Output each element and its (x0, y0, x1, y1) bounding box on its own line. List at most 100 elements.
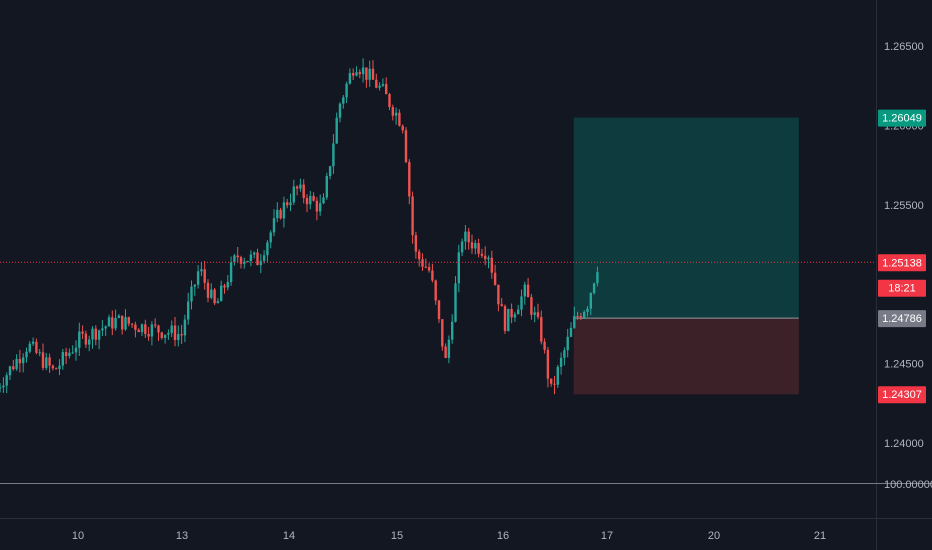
candle-body-128 (418, 251, 421, 260)
candle-body-175 (573, 316, 576, 328)
candle-body-57 (183, 319, 187, 336)
candle-body-18 (55, 368, 58, 370)
candle-body-8 (22, 357, 25, 364)
candle-body-100 (325, 176, 328, 198)
candle-body-24 (74, 347, 78, 353)
candle-body-94 (305, 197, 309, 205)
candle-body-59 (190, 286, 193, 302)
candle-body-180 (589, 293, 592, 309)
candle-body-133 (434, 280, 437, 301)
candle-body-160 (523, 284, 526, 297)
candle-body-14 (41, 352, 45, 368)
candle-body-112 (365, 67, 368, 80)
candle-body-171 (559, 357, 563, 367)
time-tick-label-3: 15 (391, 530, 403, 542)
candle-body-143 (467, 231, 470, 243)
candle-body-141 (460, 241, 464, 253)
candle-body-151 (493, 272, 497, 285)
candle-body-121 (394, 112, 398, 116)
candle-body-118 (385, 84, 388, 95)
price-tag-countdown-label: 18:21 (888, 283, 916, 295)
candle-body-51 (163, 334, 167, 338)
candle-body-148 (484, 255, 487, 260)
candle-body-25 (78, 331, 81, 348)
candle-body-11 (31, 341, 35, 344)
candle-body-98 (319, 203, 322, 212)
candle-body-49 (157, 325, 160, 333)
candle-body-166 (543, 341, 546, 350)
candle-body-32 (101, 328, 104, 331)
candle-body-9 (25, 351, 28, 358)
candle-body-29 (91, 328, 94, 340)
candle-body-162 (530, 297, 533, 315)
candle-body-177 (579, 316, 583, 318)
candle-body-135 (441, 319, 444, 347)
candle-body-54 (173, 325, 177, 340)
candle-body-30 (94, 328, 97, 340)
candle-body-62 (200, 269, 203, 272)
candle-body-86 (279, 209, 282, 219)
candle-body-134 (437, 300, 441, 320)
candle-body-164 (536, 312, 540, 318)
candle-body-168 (550, 378, 553, 384)
candle-body-70 (226, 282, 229, 288)
indicator-pane-value-label: 100.00000 (884, 479, 932, 491)
candle-body-110 (358, 72, 361, 75)
candle-body-123 (401, 125, 404, 131)
candle-body-142 (464, 231, 467, 242)
time-tick-label-1: 13 (176, 530, 188, 542)
candle-body-26 (81, 331, 84, 334)
candle-body-176 (576, 316, 579, 318)
candle-body-67 (216, 301, 220, 304)
candle-body-72 (233, 255, 236, 263)
candle-body-81 (262, 255, 266, 261)
candle-body-149 (487, 257, 490, 260)
candle-body-12 (35, 341, 38, 353)
candle-body-91 (295, 186, 299, 189)
time-tick-label-4: 16 (497, 530, 509, 542)
candle-body-23 (71, 352, 74, 354)
stop-loss-zone[interactable] (573, 318, 799, 395)
candle-body-127 (414, 235, 418, 252)
candle-body-45 (144, 324, 147, 335)
candle-body-65 (210, 289, 213, 298)
candle-body-16 (48, 357, 51, 366)
candle-body-36 (114, 317, 117, 329)
candle-body-159 (520, 296, 523, 310)
candle-body-38 (121, 315, 124, 330)
candle-body-145 (474, 243, 477, 249)
candle-body-103 (335, 117, 338, 144)
candle-body-41 (130, 323, 134, 325)
candle-body-124 (404, 130, 408, 163)
long-position-tool[interactable] (573, 117, 799, 395)
candle-body-68 (220, 285, 223, 302)
candle-body-129 (421, 259, 424, 267)
candle-body-156 (510, 308, 513, 318)
candle-body-90 (292, 186, 295, 203)
candle-body-139 (454, 283, 457, 322)
candle-body-34 (107, 317, 111, 327)
profit-zone[interactable] (573, 117, 799, 319)
candle-body-33 (104, 326, 107, 329)
candle-body-99 (322, 197, 325, 204)
candle-body-60 (193, 284, 196, 287)
candles (0, 58, 599, 395)
candle-body-10 (28, 343, 31, 352)
time-tick-label-0: 10 (72, 530, 84, 542)
candle-body-80 (259, 260, 262, 266)
candle-body-3 (5, 375, 8, 386)
price-tick-label-0: 1.26500 (884, 41, 924, 53)
candle-body-111 (361, 67, 365, 75)
candle-body-56 (180, 334, 183, 336)
candle-body-158 (517, 309, 520, 315)
candle-body-4 (8, 366, 12, 376)
candle-body-89 (289, 202, 292, 206)
candle-body-147 (480, 253, 484, 256)
candle-body-6 (15, 358, 18, 370)
candle-body-28 (88, 339, 91, 345)
candle-body-126 (411, 196, 414, 236)
candle-body-53 (170, 325, 173, 334)
candle-body-114 (371, 68, 375, 80)
candle-body-2 (2, 385, 5, 388)
